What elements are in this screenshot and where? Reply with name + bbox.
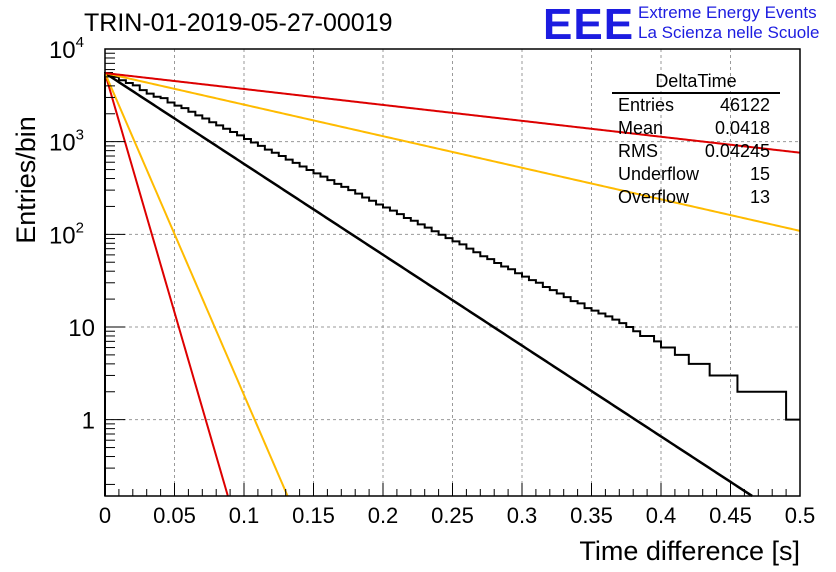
x-tick-label: 0.5	[785, 503, 816, 528]
stats-value: 0.04245	[704, 141, 770, 161]
eee-logo: EEE	[543, 0, 635, 49]
stats-row-underflow: Underflow 15	[612, 163, 780, 186]
y-axis-label: Entries/bin	[11, 116, 41, 244]
x-tick-label: 0.25	[431, 503, 474, 528]
stats-value: 46122	[719, 95, 770, 115]
stats-row-rms: RMS 0.04245	[612, 140, 780, 163]
fit-curve-0	[104, 72, 753, 498]
fit-curves	[104, 72, 801, 498]
x-tick-label: 0.2	[368, 503, 399, 528]
x-tick-label: 0.4	[646, 503, 677, 528]
x-tick-label: 0.05	[153, 503, 196, 528]
stats-row-overflow: Overflow 13	[612, 186, 780, 209]
stats-value: 0.0418	[714, 118, 770, 138]
fit-curve-4	[104, 72, 801, 154]
stats-row-entries: Entries 46122	[612, 94, 780, 117]
stats-box: DeltaTime Entries 46122 Mean 0.0418 RMS …	[612, 70, 780, 209]
logo-line-1: Extreme Energy Events	[638, 3, 817, 22]
y-tick-label: 102	[49, 219, 84, 249]
stats-key: Mean	[618, 118, 664, 138]
x-axis-label: Time difference [s]	[579, 536, 800, 566]
y-tick-label: 103	[49, 127, 84, 157]
stats-value: 15	[749, 164, 770, 184]
stats-key: Underflow	[618, 164, 700, 184]
stats-key: RMS	[618, 141, 658, 161]
x-tick-label: 0.15	[292, 503, 335, 528]
axis-ticks	[104, 48, 801, 496]
logo-line-2: La Scienza nelle Scuole	[638, 23, 820, 42]
stats-key: Entries	[618, 95, 675, 115]
x-tick-label: 0.35	[570, 503, 613, 528]
y-tick-label: 1	[82, 408, 95, 435]
fit-curve-2	[104, 72, 289, 497]
fit-curve-3	[104, 72, 801, 232]
fit-curve-1	[104, 72, 229, 497]
y-tick-label: 10	[68, 315, 95, 342]
x-tick-labels: 0 0.05 0.1 0.15 0.2 0.25 0.3 0.35 0.4 0.45 0.5	[99, 503, 815, 528]
x-tick-label: 0.45	[709, 503, 752, 528]
y-tick-label: 104	[49, 34, 84, 64]
x-tick-label: 0	[99, 503, 111, 528]
plot-title: TRIN-01-2019-05-27-00019	[84, 9, 393, 37]
stats-key: Overflow	[618, 187, 690, 207]
stats-value: 13	[749, 187, 770, 207]
x-tick-label: 0.3	[507, 503, 538, 528]
histogram-steps	[104, 72, 800, 496]
stats-title: DeltaTime	[612, 70, 780, 94]
x-tick-label: 0.1	[229, 503, 260, 528]
stats-row-mean: Mean 0.0418	[612, 117, 780, 140]
